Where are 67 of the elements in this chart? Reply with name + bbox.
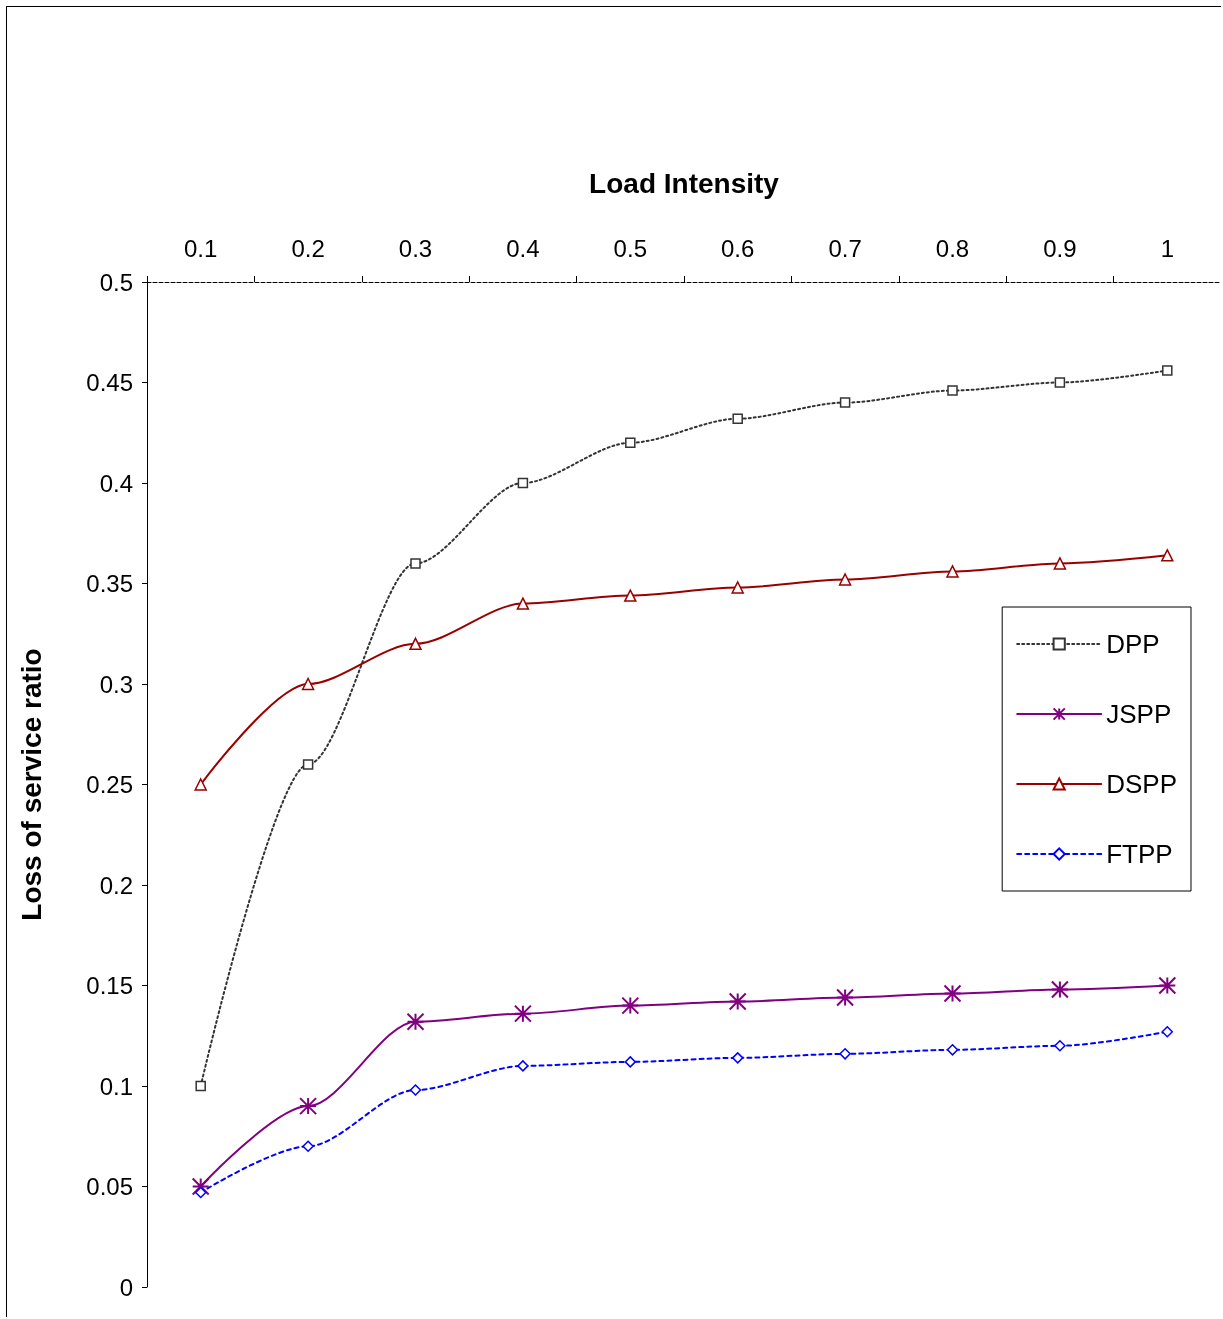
point [410, 558, 421, 569]
point [728, 992, 747, 1011]
x-tick-label: 0.8 [935, 234, 970, 262]
point [1158, 976, 1177, 995]
point [625, 437, 636, 449]
point [839, 397, 851, 408]
point [299, 1097, 318, 1116]
y-tick-label: 0.35 [86, 570, 133, 597]
point [943, 984, 962, 1003]
x-tick-label: 0.2 [291, 234, 325, 262]
x-tick-label: 0.7 [828, 234, 862, 262]
point [624, 589, 637, 602]
x-tick-label: 0.4 [506, 234, 540, 262]
point [517, 477, 529, 489]
y-tick-label: 0.3 [99, 670, 133, 698]
y-axis-title: Loss of service ratio [15, 648, 47, 921]
point [195, 1080, 206, 1092]
point [302, 759, 314, 770]
legend-label: DSPP [1106, 769, 1178, 799]
x-tick-label: 0.1 [184, 234, 218, 262]
point [1054, 1040, 1066, 1052]
point [301, 677, 315, 691]
point [302, 1140, 314, 1153]
y-tick-label: 0 [119, 1273, 133, 1301]
point [836, 988, 855, 1007]
point [409, 1084, 422, 1096]
point [194, 778, 207, 791]
point [624, 1056, 637, 1068]
x-tick-label: 0.3 [398, 234, 433, 262]
x-tick-label: 0.9 [1043, 234, 1077, 262]
point [409, 637, 422, 651]
point [1050, 980, 1069, 999]
y-tick-label: 0.5 [99, 268, 133, 296]
point [191, 1177, 210, 1196]
point [1162, 365, 1173, 376]
point [1161, 549, 1174, 562]
y-tick-label: 0.1 [99, 1072, 133, 1100]
point [838, 573, 852, 586]
x-tick-label: 0.5 [613, 234, 647, 262]
point [1054, 377, 1066, 388]
point [517, 1060, 529, 1072]
x-tick-label: 0.6 [721, 234, 755, 262]
point [194, 1186, 207, 1199]
point [513, 1004, 532, 1023]
point [946, 1044, 959, 1056]
legend-label: FTPP [1106, 839, 1173, 869]
y-tick-label: 0.15 [86, 972, 133, 999]
point [731, 581, 744, 594]
legend-label: JSPP [1106, 699, 1172, 729]
point [839, 1048, 851, 1060]
x-tick-label: 1 [1160, 234, 1174, 262]
y-tick-label: 0.4 [99, 469, 133, 497]
legend-label: DPP [1106, 629, 1160, 659]
point [946, 565, 959, 578]
point [516, 597, 530, 610]
point [947, 385, 958, 396]
point [621, 996, 640, 1015]
point [732, 413, 743, 424]
y-tick-label: 0.45 [86, 369, 133, 396]
y-tick-label: 0.2 [99, 871, 133, 899]
point [1161, 1025, 1174, 1038]
y-tick-label: 0.05 [86, 1173, 133, 1200]
y-tick-label: 0.25 [86, 771, 133, 798]
x-axis-title: Load Intensity [589, 167, 780, 199]
point [406, 1012, 425, 1031]
point [731, 1052, 744, 1064]
point [1053, 557, 1067, 570]
